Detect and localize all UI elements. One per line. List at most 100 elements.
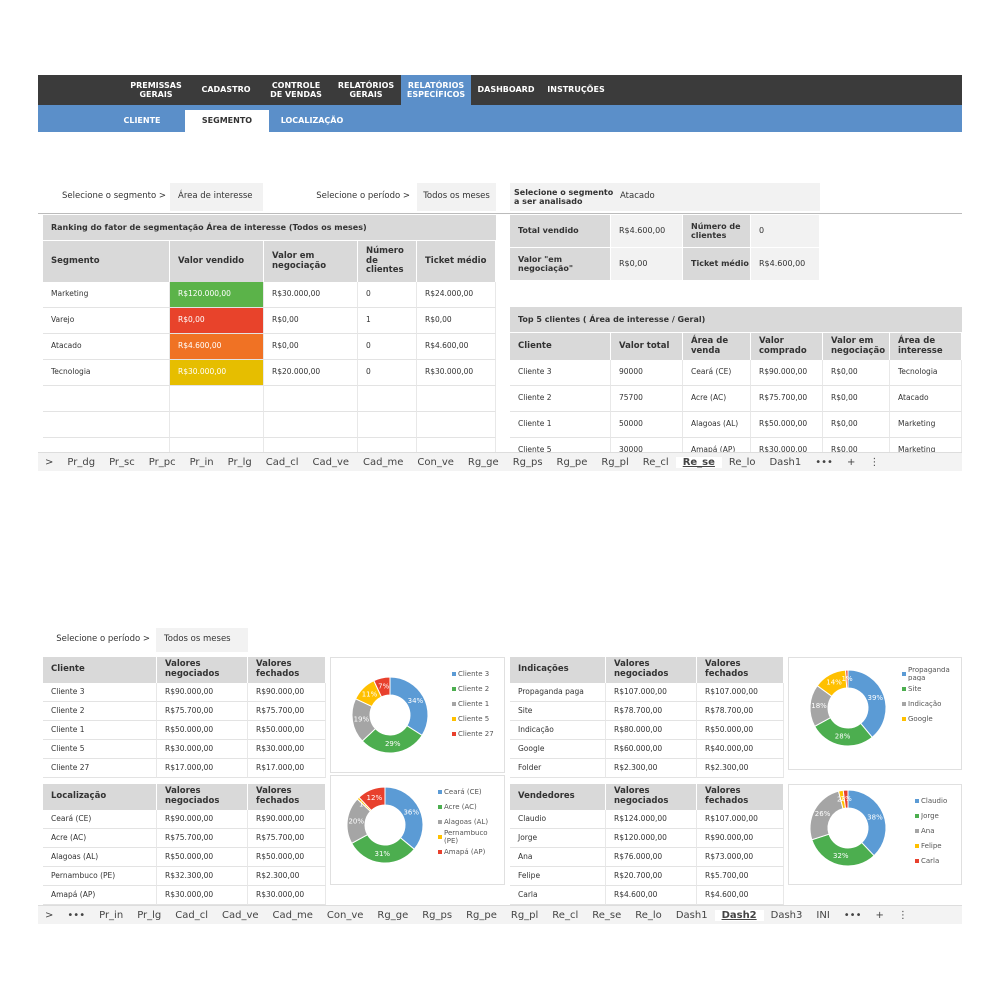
selector-value[interactable]: Atacado bbox=[620, 191, 655, 202]
empty-cell bbox=[264, 412, 358, 438]
table-cell: R$75.700,00 bbox=[751, 386, 823, 412]
table-cell: Cliente 2 bbox=[43, 702, 157, 721]
sheet-tab[interactable]: Re_se bbox=[675, 456, 722, 468]
sheet-tab[interactable]: Cad_ve bbox=[312, 456, 350, 468]
sheet-tab[interactable]: Rg_pl bbox=[601, 456, 629, 468]
sheet-tab[interactable]: Con_ve bbox=[326, 909, 364, 921]
sheet-tab[interactable]: > bbox=[45, 909, 54, 921]
legend-label: Carla bbox=[921, 856, 940, 865]
table-cell: R$17.000,00 bbox=[157, 759, 248, 778]
sheet-tab[interactable]: Pr_in bbox=[99, 909, 124, 921]
sheet-tab[interactable]: INI bbox=[816, 909, 830, 921]
table-header: Cliente bbox=[43, 657, 157, 683]
table-header: Segmento bbox=[43, 241, 170, 282]
nav-item[interactable]: RELATÓRIOS ESPECÍFICOS bbox=[401, 75, 471, 105]
sheet-tab[interactable]: Cad_me bbox=[272, 909, 313, 921]
data-label: 18% bbox=[811, 702, 827, 710]
data-label: 20% bbox=[348, 817, 364, 825]
sheet-tab[interactable]: ••• bbox=[843, 909, 862, 921]
sheet-tab[interactable]: Rg_ps bbox=[422, 909, 453, 921]
donut-segment bbox=[373, 676, 391, 698]
nav-item[interactable]: DASHBOARD bbox=[477, 85, 535, 95]
table-cell: R$0,00 bbox=[264, 308, 358, 334]
sheet-tab[interactable]: Pr_lg bbox=[137, 909, 162, 921]
legend-swatch bbox=[438, 790, 442, 794]
sheet-tab[interactable]: Cad_me bbox=[363, 456, 404, 468]
summary-value: 0 bbox=[751, 215, 820, 247]
table-cell: Claudio bbox=[510, 810, 606, 829]
table-cell: R$78.700,00 bbox=[697, 702, 784, 721]
table-header: Valor total bbox=[611, 333, 683, 360]
table-cell: Amapá (AP) bbox=[683, 438, 751, 452]
sheet-tab[interactable]: Dash2 bbox=[714, 909, 764, 921]
sheet-tab[interactable]: Con_ve bbox=[417, 456, 454, 468]
data-label: 12% bbox=[367, 794, 383, 802]
sheet-tab[interactable]: Pr_sc bbox=[109, 456, 135, 468]
sheet-tab[interactable]: ⋮ bbox=[869, 456, 880, 468]
sheet-tab[interactable]: Pr_pc bbox=[148, 456, 176, 468]
sheet-tab[interactable]: Re_lo bbox=[635, 909, 662, 921]
legend-swatch bbox=[915, 814, 919, 818]
table-header: Vendedores bbox=[510, 784, 606, 810]
data-label: 14% bbox=[826, 679, 842, 687]
selector-box[interactable]: Área de interesse bbox=[170, 183, 263, 211]
sheet-tab[interactable]: Pr_lg bbox=[227, 456, 252, 468]
empty-cell bbox=[417, 386, 496, 412]
legend-swatch bbox=[915, 844, 919, 848]
sheet-tab[interactable]: Pr_in bbox=[189, 456, 214, 468]
legend-swatch bbox=[452, 702, 456, 706]
sheet-tab[interactable]: Dash1 bbox=[675, 909, 708, 921]
summary-label: Total vendido bbox=[510, 215, 611, 247]
selector-box[interactable]: Todos os meses bbox=[417, 183, 496, 211]
sheet-tab[interactable]: Rg_pe bbox=[556, 456, 588, 468]
legend-swatch bbox=[452, 672, 456, 676]
empty-cell bbox=[358, 412, 417, 438]
sheet-tab[interactable]: Re_cl bbox=[552, 909, 579, 921]
subnav-item[interactable]: SEGMENTO bbox=[185, 110, 269, 132]
table-header: Ticket médio bbox=[417, 241, 496, 282]
sheet-tab[interactable]: + bbox=[875, 909, 884, 921]
table-cell: Acre (AC) bbox=[43, 829, 157, 848]
summary-label: Número de clientes bbox=[683, 215, 751, 247]
table-header: Valor comprado bbox=[751, 333, 823, 360]
subnav-item[interactable]: CLIENTE bbox=[123, 116, 161, 126]
sheet-tab[interactable]: Cad_ve bbox=[222, 909, 259, 921]
table-cell: R$75.700,00 bbox=[157, 702, 248, 721]
sheet-tab[interactable]: + bbox=[846, 456, 856, 468]
sheet-tab[interactable]: Cad_cl bbox=[175, 909, 209, 921]
table-cell: R$120.000,00 bbox=[170, 282, 264, 308]
nav-item[interactable]: INSTRUÇÕES bbox=[547, 85, 605, 95]
nav-item[interactable]: RELATÓRIOS GERAIS bbox=[337, 80, 395, 99]
sheet-tab[interactable]: Re_cl bbox=[642, 456, 669, 468]
table-cell: R$30.000,00 bbox=[751, 438, 823, 452]
nav-item[interactable]: PREMISSAS GERAIS bbox=[130, 80, 182, 99]
nav-item[interactable]: CONTROLE DE VENDAS bbox=[270, 80, 322, 99]
sheet-tab[interactable]: Rg_pl bbox=[510, 909, 539, 921]
table-cell: Acre (AC) bbox=[683, 386, 751, 412]
sheet-tab[interactable]: Cad_cl bbox=[265, 456, 299, 468]
data-label: 1% bbox=[842, 675, 853, 683]
selector-box[interactable]: Todos os meses bbox=[156, 628, 248, 652]
sheet-tab[interactable]: Dash1 bbox=[769, 456, 802, 468]
sheet-tab[interactable]: Dash3 bbox=[770, 909, 803, 921]
sheet-tab[interactable]: Re_se bbox=[592, 909, 622, 921]
table-cell: Alagoas (AL) bbox=[43, 848, 157, 867]
sheet-tab[interactable]: Rg_ps bbox=[512, 456, 543, 468]
sheet-tab[interactable]: Pr_dg bbox=[67, 456, 96, 468]
sheet-tab[interactable]: ••• bbox=[815, 456, 833, 468]
table-cell: R$80.000,00 bbox=[606, 721, 697, 740]
sheet-tab[interactable]: ••• bbox=[67, 909, 86, 921]
nav-item[interactable]: CADASTRO bbox=[201, 85, 251, 95]
empty-cell bbox=[170, 412, 264, 438]
sheet-tab[interactable]: Rg_pe bbox=[466, 909, 497, 921]
sheet-tab[interactable]: Rg_ge bbox=[467, 456, 499, 468]
sheet-tab[interactable]: Rg_ge bbox=[377, 909, 409, 921]
sheet-tab[interactable]: > bbox=[45, 456, 54, 468]
sheet-tab[interactable]: Re_lo bbox=[728, 456, 756, 468]
table-cell: Site bbox=[510, 702, 606, 721]
table-cell: Marketing bbox=[43, 282, 170, 308]
table-header: Valores fechados bbox=[697, 784, 784, 810]
subnav-item[interactable]: LOCALIZAÇÃO bbox=[280, 116, 344, 126]
sheet-tab[interactable]: ⋮ bbox=[897, 909, 908, 921]
